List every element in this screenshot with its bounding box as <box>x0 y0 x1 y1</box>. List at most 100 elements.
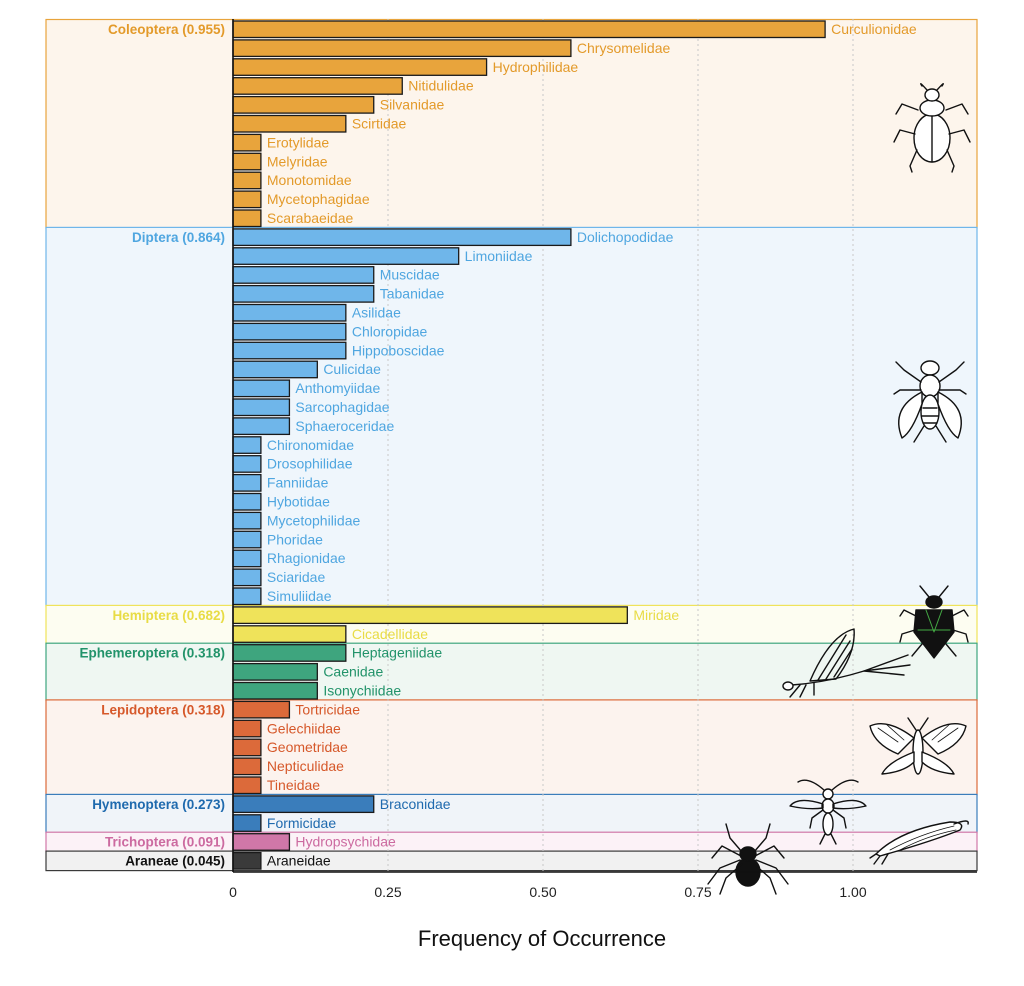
x-tick-label: 0.50 <box>529 884 556 900</box>
bar-asilidae <box>232 303 347 322</box>
label-hippoboscidae: Hippoboscidae <box>352 342 445 358</box>
bar-hippoboscidae <box>232 341 347 360</box>
x-tick-label: 1.00 <box>839 884 866 900</box>
bar-mycetophagidae <box>232 190 262 209</box>
label-sphaeroceridae: Sphaeroceridae <box>295 418 394 434</box>
label-formicidae: Formicidae <box>267 815 336 831</box>
bar-cicadellidae <box>232 625 347 643</box>
bar-tabanidae <box>232 284 375 303</box>
hemiptera-order-label: Hemiptera (0.682) <box>112 608 225 623</box>
araneae-order-label: Araneae (0.045) <box>125 854 225 869</box>
bar-araneidae <box>232 851 262 870</box>
bar-dolichopodidae <box>232 228 572 247</box>
order-panels <box>45 18 978 872</box>
bar-geometridae <box>232 738 262 757</box>
bar-chrysomelidae <box>232 39 572 58</box>
insect-silhouettes <box>707 83 971 895</box>
label-mycetophagidae: Mycetophagidae <box>267 191 370 207</box>
bar-tortricidae <box>232 700 291 719</box>
label-sciaridae: Sciaridae <box>267 569 326 585</box>
bar-culicidae <box>232 360 318 379</box>
label-drosophilidae: Drosophilidae <box>267 456 353 472</box>
moth-icon <box>869 717 967 775</box>
x-tick-label: 0 <box>229 884 237 900</box>
bar-caenidae <box>232 662 318 681</box>
label-melyridae: Melyridae <box>267 153 328 169</box>
label-erotylidae: Erotylidae <box>267 134 329 150</box>
label-caenidae: Caenidae <box>323 664 383 680</box>
label-simuliidae: Simuliidae <box>267 588 332 604</box>
ephemeroptera-panel <box>45 642 978 702</box>
label-cicadellidae: Cicadellidae <box>352 626 428 642</box>
label-curculionidae: Curculionidae <box>831 21 917 37</box>
label-tineidae: Tineidae <box>267 777 320 793</box>
bar-sarcophagidae <box>232 398 291 417</box>
x-tick-label: 0.25 <box>374 884 401 900</box>
x-axis: 0 0.25 0.50 0.75 1.00 <box>229 19 977 900</box>
label-hybotidae: Hybotidae <box>267 494 330 510</box>
bar-chironomidae <box>232 436 262 454</box>
label-phoridae: Phoridae <box>267 531 323 547</box>
bar-tineidae <box>232 776 262 795</box>
label-isonychiidae: Isonychiidae <box>323 683 401 699</box>
bar-curculionidae <box>232 20 826 39</box>
bar-anthomyiidae <box>232 379 291 398</box>
bar-erotylidae <box>232 133 262 152</box>
bar-drosophilidae <box>232 455 262 473</box>
label-culicidae: Culicidae <box>323 361 381 377</box>
bar-nepticulidae <box>232 757 262 776</box>
ephemeroptera-order-label: Ephemeroptera (0.318) <box>79 646 225 661</box>
bar-sciaridae <box>232 568 262 587</box>
bar-melyridae <box>232 152 262 171</box>
label-tabanidae: Tabanidae <box>380 286 445 302</box>
bar-phoridae <box>232 530 262 549</box>
bar-heptageniidae <box>232 644 347 662</box>
bar-braconidae <box>232 795 375 814</box>
bar-simuliidae <box>232 587 262 606</box>
bar-monotomidae <box>232 171 262 190</box>
hymenoptera-order-label: Hymenoptera (0.273) <box>92 797 225 812</box>
label-heptageniidae: Heptageniidae <box>352 645 443 661</box>
label-scirtidae: Scirtidae <box>352 116 407 132</box>
grid-lines <box>387 19 854 872</box>
bar-chloropidae <box>232 322 347 341</box>
lepidoptera-order-label: Lepidoptera (0.318) <box>101 702 225 717</box>
coleoptera-order-label: Coleoptera (0.955) <box>108 22 225 37</box>
bar-miridae <box>232 606 628 625</box>
wasp-icon <box>789 779 867 845</box>
label-chrysomelidae: Chrysomelidae <box>577 40 671 56</box>
category-labels: Coleoptera (0.955) Curculionidae Chrysomel… <box>79 21 916 869</box>
bar-muscidae <box>232 266 375 284</box>
label-silvanidae: Silvanidae <box>380 97 445 113</box>
label-hydropsychidae: Hydropsychidae <box>295 834 396 850</box>
label-nitidulidae: Nitidulidae <box>408 78 474 94</box>
caddisfly-icon <box>869 820 969 865</box>
bar-rhagionidae <box>232 549 262 568</box>
label-dolichopodidae: Dolichopodidae <box>577 229 674 245</box>
mayfly-icon <box>782 628 911 698</box>
beetle-icon <box>893 83 971 173</box>
label-tortricidae: Tortricidae <box>295 701 360 717</box>
label-scarabaeidae: Scarabaeidae <box>267 210 354 226</box>
fly-icon <box>893 360 967 443</box>
label-hydrophilidae: Hydrophilidae <box>493 59 579 75</box>
label-anthomyiidae: Anthomyiidae <box>295 380 380 396</box>
shield-bug-icon <box>899 585 969 659</box>
label-nepticulidae: Nepticulidae <box>267 758 344 774</box>
bar-limoniidae <box>232 247 460 265</box>
label-asilidae: Asilidae <box>352 305 401 321</box>
bar-nitidulidae <box>232 77 403 95</box>
label-araneidae: Araneidae <box>267 853 331 869</box>
label-fanniidae: Fanniidae <box>267 475 329 491</box>
x-tick-label: 0.75 <box>684 884 711 900</box>
label-monotomidae: Monotomidae <box>267 172 352 188</box>
label-geometridae: Geometridae <box>267 739 348 755</box>
diptera-order-label: Diptera (0.864) <box>132 230 225 245</box>
bar-hydropsychidae <box>232 833 291 851</box>
diptera-panel <box>45 226 978 607</box>
bar-isonychiidae <box>232 681 318 700</box>
label-sarcophagidae: Sarcophagidae <box>295 399 389 415</box>
bar-formicidae <box>232 814 262 832</box>
label-chloropidae: Chloropidae <box>352 323 428 339</box>
